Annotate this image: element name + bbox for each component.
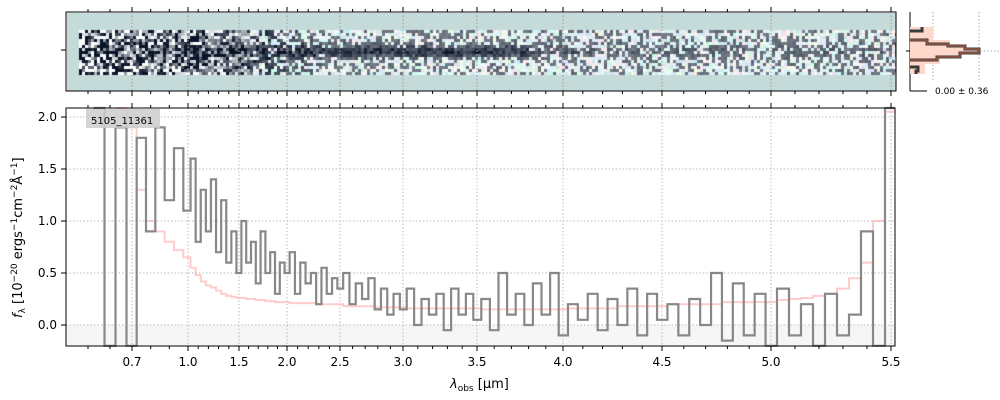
2d-spectrum-panel	[61, 7, 897, 96]
x-tick-label: 2.0	[277, 355, 296, 369]
flux-series	[93, 106, 895, 347]
y-tick-label: 0.5	[38, 266, 57, 280]
x-tick-label: 3.0	[393, 355, 412, 369]
x-tick-label: 0.7	[122, 355, 141, 369]
negative-flux-shade	[66, 325, 895, 346]
x-tick-label: 1.0	[178, 355, 197, 369]
y-tick-label: 2.0	[38, 110, 57, 124]
x-tick-label: 5.5	[881, 355, 900, 369]
x-tick-label: 4.5	[652, 355, 671, 369]
object-id-box	[86, 109, 160, 128]
1d-spectrum-panel: 5105_11361 0.7 1.0 1.5 2.0 2.5 3.0 3.5 4.0 4.5 5.…	[10, 103, 901, 394]
object-id-label: 5105_11361	[91, 116, 153, 127]
model-series	[115, 107, 895, 311]
y-axis: 0.0 0.5 1.0 1.5 2.0	[38, 110, 66, 332]
x-tick-label: 1.5	[229, 355, 248, 369]
y-tick-label: 1.0	[38, 214, 57, 228]
residual-histogram-panel: 0.00 ± 0.36	[906, 12, 1000, 97]
2d-panel-frame	[65, 11, 897, 92]
histogram-stat-label: 0.00 ± 0.36	[935, 87, 989, 97]
x-tick-label: 2.5	[330, 355, 349, 369]
main-axes-frame	[65, 107, 896, 347]
y-axis-label: fλ [10−20 ergs−1cm−2Å−1]	[10, 157, 28, 318]
y-tick-label: 1.5	[38, 162, 57, 176]
residual-histogram-outline	[910, 39, 980, 61]
x-tick-label: 3.5	[467, 355, 486, 369]
y-tick-label: 0.0	[38, 318, 57, 332]
x-tick-label: 5.0	[761, 355, 780, 369]
2d-spectrum-image	[67, 13, 896, 91]
x-axis-label: λobs [μm]	[449, 377, 509, 394]
x-tick-label: 4.0	[553, 355, 572, 369]
x-axis: 0.7 1.0 1.5 2.0 2.5 3.0 3.5 4.0 4.5 5.0 5.5	[87, 103, 901, 369]
grid	[66, 108, 895, 346]
